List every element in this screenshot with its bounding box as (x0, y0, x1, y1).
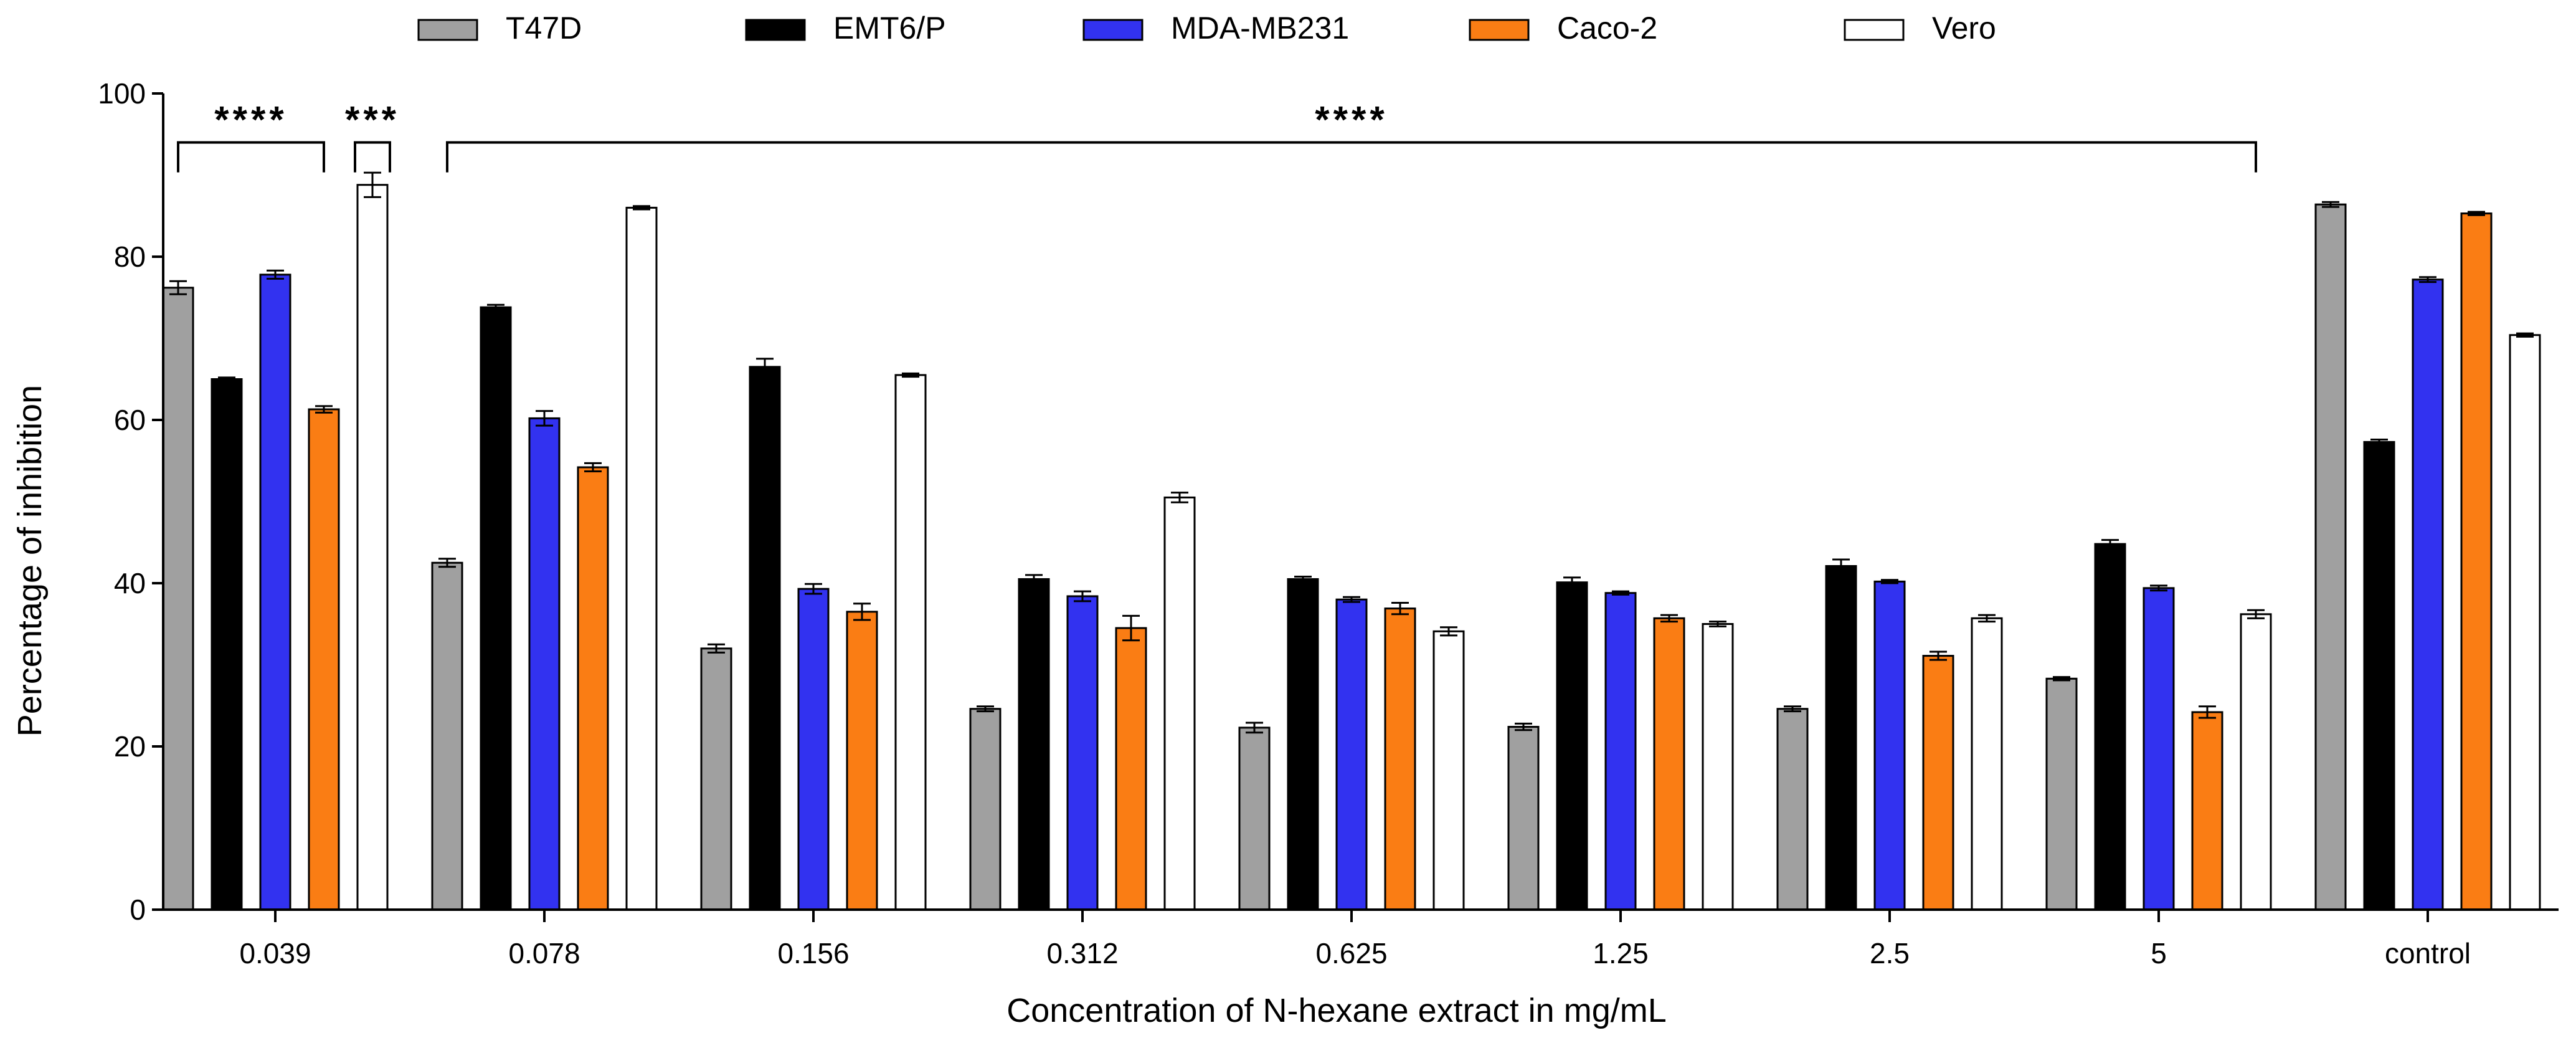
bar (259, 274, 291, 911)
bar (577, 466, 609, 911)
bar (969, 708, 1002, 911)
legend-swatch (417, 19, 478, 41)
significance-label: **** (1315, 99, 1388, 141)
bar (528, 417, 561, 911)
bar (2363, 441, 2395, 911)
x-tick-label: control (2385, 937, 2471, 969)
bar (1335, 598, 1368, 911)
x-tick-label: 5 (2151, 937, 2167, 969)
bars (162, 171, 2541, 911)
bar (1776, 708, 1809, 911)
y-axis-title: Percentage of inhibition (11, 385, 49, 736)
bar (1384, 607, 1416, 911)
legend-swatch (1469, 19, 1530, 41)
significance-label: **** (214, 99, 287, 141)
x-tick-label: 1.25 (1593, 937, 1649, 969)
significance-bracket (177, 141, 325, 173)
significance-bracket (446, 141, 2257, 173)
bar (211, 378, 243, 911)
legend-label: EMT6/P (833, 11, 946, 45)
bar (2460, 212, 2493, 911)
bar (1066, 595, 1099, 911)
bar (1922, 655, 1954, 911)
bar (1018, 578, 1050, 911)
legend-swatch (745, 19, 806, 41)
bar (480, 306, 512, 911)
y-tick-label: 20 (114, 730, 146, 763)
legend: T47D EMT6/P MDA-MB231 Caco-2 Vero (417, 11, 1996, 45)
x-tick-label: 0.039 (239, 937, 311, 969)
y-tick-label: 0 (130, 893, 146, 926)
bar (894, 374, 927, 911)
bar (2045, 677, 2078, 911)
bar (2412, 279, 2444, 911)
bar (2240, 613, 2272, 911)
bar (1702, 623, 1734, 911)
bar (625, 206, 658, 911)
x-tick-label: 2.5 (1870, 937, 1910, 969)
x-axis-title: Concentration of N-hexane extract in mg/… (1006, 992, 1667, 1029)
legend-label: Vero (1932, 11, 1996, 45)
bar (1653, 617, 1685, 911)
bar (1238, 726, 1271, 911)
bar (2143, 587, 2175, 911)
significance-annotations: **** *** **** (177, 99, 2257, 173)
significance-bracket (354, 141, 391, 173)
legend-swatch (1844, 19, 1905, 41)
x-tick-label: 0.312 (1046, 937, 1118, 969)
bar (2509, 334, 2541, 911)
legend-swatch (1082, 19, 1144, 41)
legend-label: T47D (506, 11, 582, 45)
y-tick-label: 80 (114, 241, 146, 273)
bar (162, 287, 194, 911)
x-tick-label: 0.156 (777, 937, 849, 969)
y-tick-label: 100 (98, 77, 146, 110)
x-tick-label: 0.078 (508, 937, 580, 969)
bar (846, 611, 878, 911)
y-tick-label: 40 (114, 567, 146, 599)
bar (1873, 580, 1906, 911)
bar (1556, 581, 1588, 911)
bar (749, 366, 781, 911)
bar (1115, 627, 1147, 911)
bar (1432, 630, 1465, 911)
bar (1604, 592, 1637, 911)
bar (797, 588, 830, 911)
bar (308, 408, 340, 911)
bar (2191, 711, 2223, 911)
y-tick-label: 60 (114, 404, 146, 436)
axes: 0 20 40 60 80 100 0.039 0.078 0.156 0.312 0.625 1.2… (98, 77, 2559, 969)
legend-label: MDA-MB231 (1171, 11, 1349, 45)
bar (1507, 726, 1540, 911)
bar (431, 561, 463, 911)
bar (1287, 578, 1319, 911)
x-tick-label: 0.625 (1315, 937, 1387, 969)
legend-label: Caco-2 (1557, 11, 1657, 45)
bar (2094, 543, 2126, 911)
bar (700, 647, 732, 911)
significance-label: *** (345, 99, 400, 141)
bar (1825, 564, 1857, 911)
bar (1971, 617, 2003, 911)
bar (356, 184, 389, 911)
bar (2314, 203, 2347, 911)
bar (1163, 496, 1196, 911)
